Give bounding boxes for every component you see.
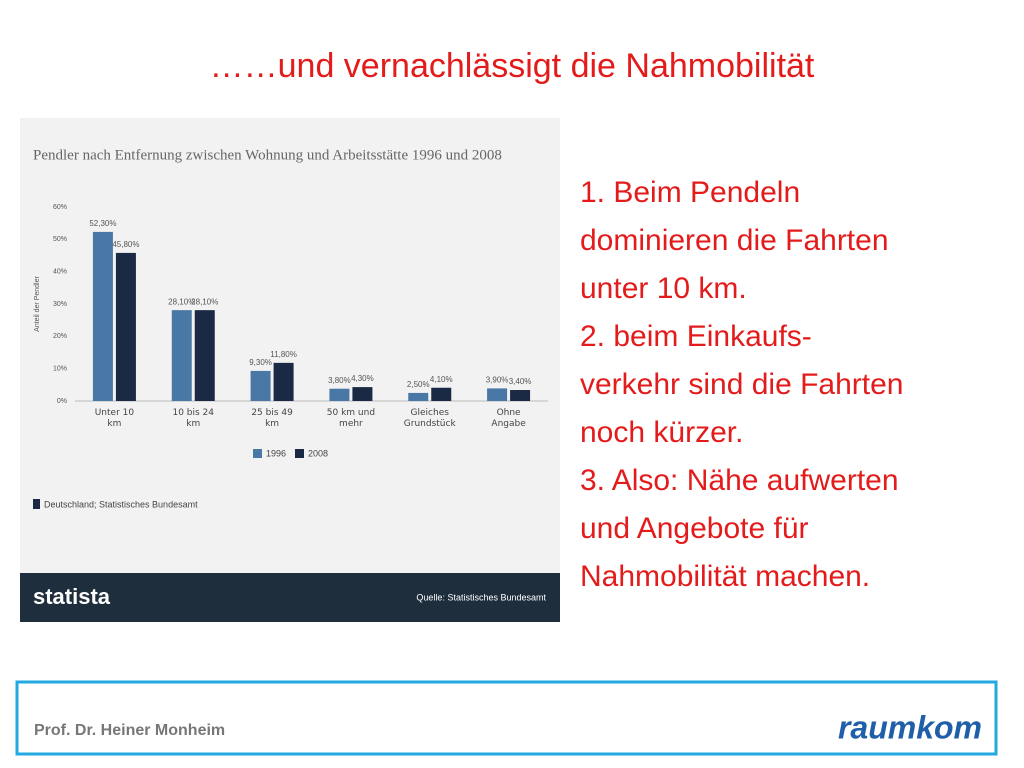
- slide-title: ……und vernachlässigt die Nahmobilität: [210, 47, 815, 85]
- text-line: 2. beim Einkaufs-: [580, 320, 812, 353]
- chart-source: Deutschland; Statistisches Bundesamt: [44, 499, 198, 509]
- value-label: 3,40%: [509, 377, 532, 386]
- bar: [171, 310, 192, 401]
- value-label: 3,90%: [486, 375, 509, 384]
- text-line: noch kürzer.: [580, 416, 744, 449]
- text-line: 1. Beim Pendeln: [580, 176, 801, 209]
- bar: [250, 370, 271, 401]
- info-icon: [33, 499, 40, 509]
- text-line: Nahmobilität machen.: [580, 560, 871, 593]
- value-label: 4,30%: [351, 374, 374, 383]
- bar: [92, 231, 113, 401]
- chart-credit: Quelle: Statistisches Bundesamt: [416, 592, 546, 602]
- y-tick-label: 30%: [53, 301, 67, 308]
- value-label: 2,50%: [407, 380, 430, 389]
- x-tick-label: 10 bis 24 km: [172, 408, 215, 429]
- x-tick-label: Gleiches Grundstück: [403, 408, 456, 429]
- text-line: und Angebote für: [580, 512, 809, 545]
- y-axis-label: Anteil der Pendler: [34, 276, 41, 332]
- text-line: dominieren die Fahrten: [580, 224, 889, 257]
- bar: [115, 252, 136, 401]
- bar: [329, 388, 350, 401]
- chart-title: Pendler nach Entfernung zwischen Wohnung…: [33, 147, 502, 163]
- chart-footer: [20, 573, 560, 622]
- legend-swatch: [295, 449, 304, 458]
- value-label: 28,10%: [191, 297, 218, 306]
- bar: [431, 387, 452, 401]
- text-line: verkehr sind die Fahrten: [580, 368, 904, 401]
- value-label: 45,80%: [112, 240, 139, 249]
- legend-label: 2008: [308, 448, 328, 458]
- y-tick-label: 10%: [53, 366, 67, 373]
- legend-label: 1996: [266, 448, 286, 458]
- y-tick-label: 0%: [57, 398, 67, 405]
- value-label: 28,10%: [168, 297, 195, 306]
- text-line: 3. Also: Nähe aufwerten: [580, 464, 899, 497]
- y-tick-label: 50%: [53, 236, 67, 243]
- value-label: 9,30%: [249, 358, 272, 367]
- bar: [194, 310, 215, 401]
- value-label: 11,80%: [270, 350, 297, 359]
- bar: [273, 362, 294, 401]
- text-line: unter 10 km.: [580, 272, 747, 305]
- x-tick-label: Unter 10 km: [94, 408, 135, 429]
- x-tick-label: 25 bis 49 km: [251, 408, 293, 429]
- bar: [487, 388, 508, 401]
- bar: [408, 392, 429, 401]
- value-label: 4,10%: [430, 375, 453, 384]
- brand: statista: [33, 584, 111, 609]
- bar: [352, 387, 373, 401]
- value-label: 52,30%: [89, 219, 116, 228]
- x-tick-label: Ohne Angabe: [491, 408, 526, 429]
- author: Prof. Dr. Heiner Monheim: [34, 722, 225, 739]
- logo: raumkom: [838, 709, 982, 745]
- y-tick-label: 60%: [53, 204, 67, 211]
- bar: [510, 390, 531, 401]
- footer-box: [15, 680, 998, 756]
- y-tick-label: 40%: [53, 269, 67, 276]
- x-tick-label: 50 km und mehr: [326, 408, 376, 429]
- y-tick-label: 20%: [53, 333, 67, 340]
- value-label: 3,80%: [328, 376, 351, 385]
- legend-swatch: [253, 449, 262, 458]
